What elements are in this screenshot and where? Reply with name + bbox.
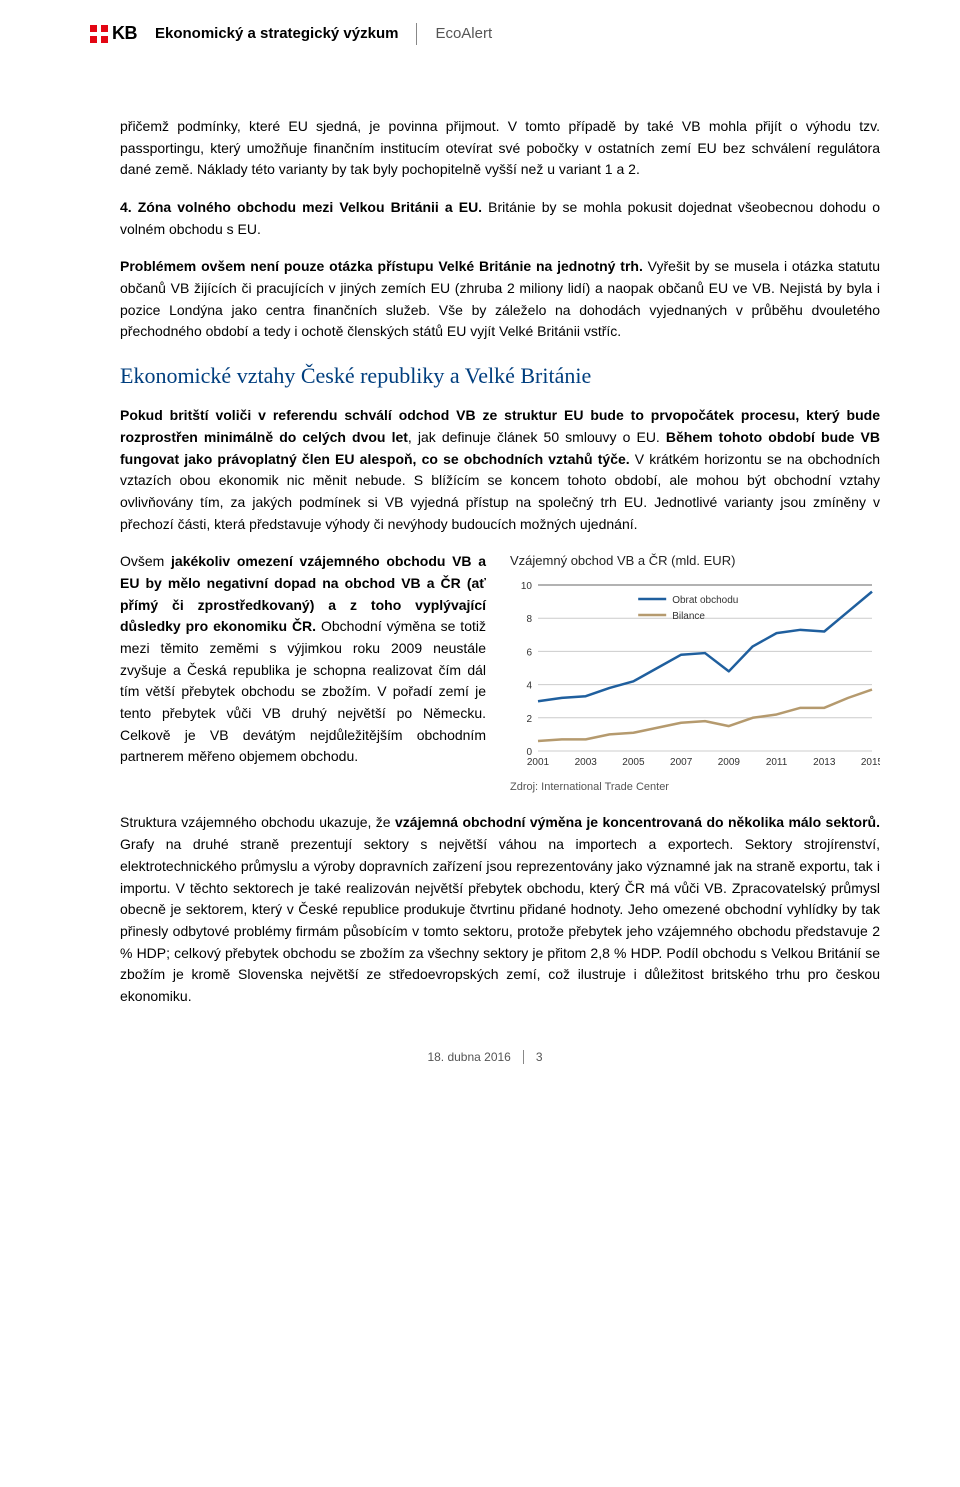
svg-text:4: 4 <box>526 681 532 692</box>
svg-text:Bilance: Bilance <box>672 611 705 622</box>
p5-lead: Ovšem <box>120 553 171 569</box>
svg-text:2005: 2005 <box>622 757 645 768</box>
chart-source: Zdroj: International Trade Center <box>510 779 880 796</box>
trade-chart: 024681020012003200520072009201120132015O… <box>510 575 880 775</box>
footer-page-number: 3 <box>536 1048 543 1067</box>
p4-mid1: , jak definuje článek 50 smlouvy o EU. <box>408 429 666 445</box>
p2-bold: 4. Zóna volného obchodu mezi Velkou Brit… <box>120 199 482 215</box>
paragraph-6: Struktura vzájemného obchodu ukazuje, že… <box>120 812 880 1007</box>
kb-logo-text: KB <box>112 20 137 48</box>
paragraph-3: Problémem ovšem není pouze otázka přístu… <box>120 256 880 343</box>
paragraph-1: přičemž podmínky, které EU sjedná, je po… <box>120 116 880 181</box>
header-subtitle: EcoAlert <box>435 22 492 45</box>
kb-logo-icon <box>90 25 108 43</box>
page-footer: 18. dubna 2016 3 <box>90 1048 880 1067</box>
kb-logo: KB <box>90 20 137 48</box>
svg-text:2009: 2009 <box>718 757 741 768</box>
svg-text:2003: 2003 <box>575 757 598 768</box>
svg-text:8: 8 <box>526 615 532 626</box>
svg-text:2011: 2011 <box>766 757 788 768</box>
chart-title: Vzájemný obchod VB a ČR (mld. EUR) <box>510 551 880 571</box>
page: KB Ekonomický a strategický výzkum EcoAl… <box>0 0 960 1096</box>
p6-a: Struktura vzájemného obchodu ukazuje, že <box>120 814 395 830</box>
paragraph-2: 4. Zóna volného obchodu mezi Velkou Brit… <box>120 197 880 240</box>
svg-text:2001: 2001 <box>527 757 550 768</box>
svg-text:2013: 2013 <box>813 757 836 768</box>
svg-text:2007: 2007 <box>670 757 693 768</box>
header-separator <box>416 23 417 45</box>
header-title: Ekonomický a strategický výzkum <box>155 22 398 45</box>
footer-date: 18. dubna 2016 <box>427 1048 510 1067</box>
paragraph-5: Ovšem jakékoliv omezení vzájemného obcho… <box>120 551 486 768</box>
content-body: přičemž podmínky, které EU sjedná, je po… <box>90 116 880 1008</box>
svg-text:Obrat obchodu: Obrat obchodu <box>672 595 738 606</box>
svg-text:2: 2 <box>526 714 532 725</box>
page-header: KB Ekonomický a strategický výzkum EcoAl… <box>90 20 880 56</box>
two-column-block: Ovšem jakékoliv omezení vzájemného obcho… <box>120 551 880 796</box>
svg-text:10: 10 <box>521 581 533 592</box>
p3-bold: Problémem ovšem není pouze otázka přístu… <box>120 258 643 274</box>
p5-rest: Obchodní výměna se totiž mezi těmito zem… <box>120 618 486 764</box>
col-text: Ovšem jakékoliv omezení vzájemného obcho… <box>120 551 486 768</box>
section-heading: Ekonomické vztahy České republiky a Velk… <box>120 359 880 393</box>
chart-block: Vzájemný obchod VB a ČR (mld. EUR) 02468… <box>510 551 880 796</box>
paragraph-4: Pokud britští voliči v referendu schválí… <box>120 405 880 535</box>
svg-text:6: 6 <box>526 648 532 659</box>
svg-text:2015: 2015 <box>861 757 880 768</box>
footer-separator <box>523 1050 524 1064</box>
p6-b: Grafy na druhé straně prezentují sektory… <box>120 836 880 1004</box>
p6-bold: vzájemná obchodní výměna je koncentrovan… <box>395 814 880 830</box>
